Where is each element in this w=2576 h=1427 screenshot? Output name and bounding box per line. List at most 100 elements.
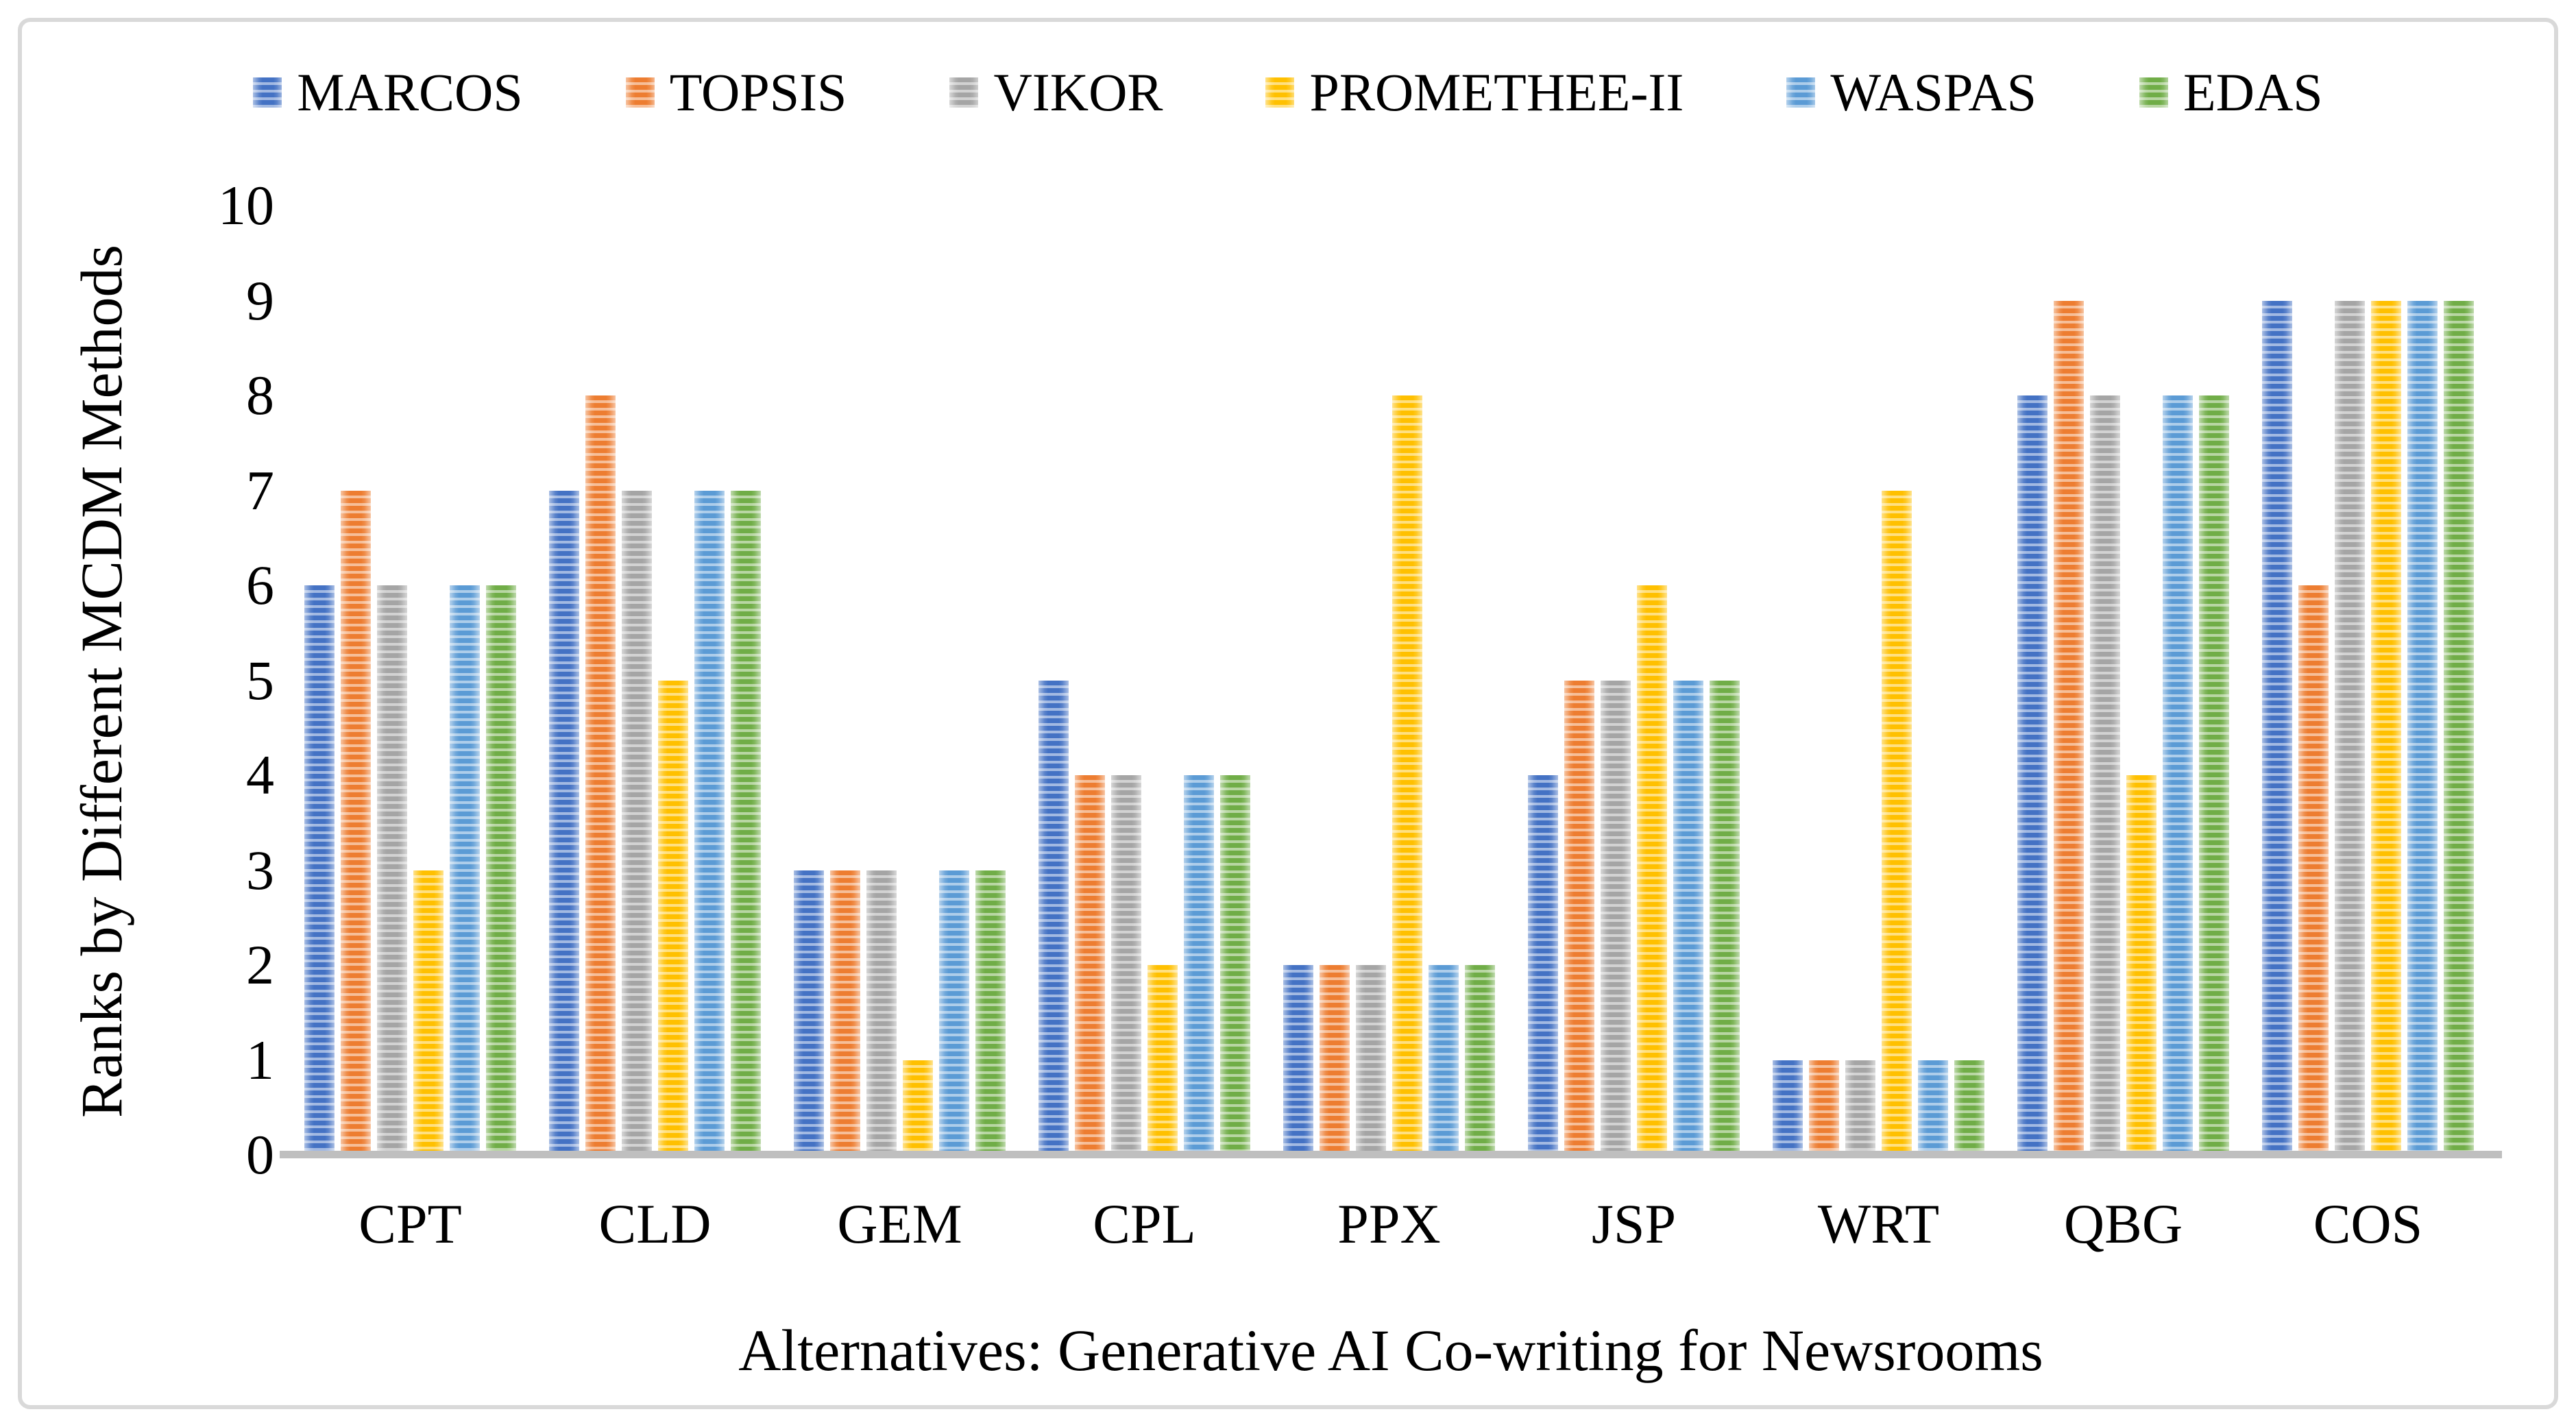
bar-marcos-cpl	[1038, 680, 1069, 1155]
bar-vikor-cld	[622, 490, 652, 1155]
category-label-cos: COS	[2313, 1193, 2423, 1255]
bar-group-cpl	[1022, 206, 1267, 1155]
bar-waspas-ppx	[1429, 965, 1459, 1155]
category-label-qbg: QBG	[2063, 1193, 2183, 1255]
bar-edas-wrt	[1954, 1060, 1984, 1155]
bar-marcos-jsp	[1528, 775, 1558, 1155]
bar-topsis-jsp	[1564, 680, 1594, 1155]
bar-edas-cos	[2444, 300, 2474, 1155]
chart-frame	[18, 18, 2558, 1409]
bar-edas-ppx	[1465, 965, 1495, 1155]
legend-item-topsis: TOPSIS	[625, 62, 847, 122]
bar-promethee-ii-jsp	[1637, 585, 1667, 1155]
legend-item-label: MARCOS	[297, 62, 523, 122]
legend-swatch-icon	[2139, 77, 2168, 108]
legend-swatch-icon	[1786, 77, 1816, 108]
bar-vikor-cpt	[377, 585, 407, 1155]
legend-item-edas: EDAS	[2139, 66, 2323, 119]
bar-marcos-cpt	[304, 585, 335, 1155]
bar-waspas-cld	[694, 490, 725, 1155]
bar-topsis-qbg	[2054, 300, 2084, 1155]
bar-edas-gem	[975, 870, 1006, 1155]
bar-edas-cpt	[486, 585, 516, 1155]
legend-item-marcos: MARCOS	[253, 62, 523, 122]
bar-promethee-ii-gem	[903, 1060, 933, 1155]
bar-edas-qbg	[2199, 395, 2229, 1155]
legend-item-label: VIKOR	[993, 62, 1163, 122]
bar-group-gem	[777, 206, 1022, 1155]
bar-topsis-cpl	[1075, 775, 1105, 1155]
bar-marcos-wrt	[1773, 1060, 1803, 1155]
bar-marcos-cld	[549, 490, 579, 1155]
category-label-cpl: CPL	[1093, 1193, 1196, 1255]
y-axis-tick-label: 3	[246, 838, 274, 901]
bar-edas-jsp	[1710, 680, 1740, 1155]
legend-swatch-icon	[253, 77, 282, 108]
y-axis-tick-label: 9	[246, 269, 274, 332]
x-axis-title: Alternatives: Generative AI Co-writing f…	[738, 1317, 2043, 1383]
bar-group-qbg	[2001, 206, 2246, 1155]
bar-marcos-cos	[2262, 300, 2292, 1155]
legend-swatch-icon	[949, 77, 979, 108]
bar-topsis-cld	[585, 395, 616, 1155]
y-axis-tick-label: 4	[246, 744, 274, 806]
y-axis-tick-label: 0	[246, 1123, 274, 1186]
legend-item-vikor: VIKOR	[949, 66, 1163, 119]
bar-group-jsp	[1511, 206, 1756, 1155]
x-axis-category-labels: CPT CLD GEM CPL PPX JSP WRT QBG COS	[288, 1196, 2494, 1252]
bar-vikor-wrt	[1845, 1060, 1875, 1155]
category-label-cpt: CPT	[359, 1193, 462, 1255]
y-axis-tick-label: 5	[246, 648, 274, 711]
bar-topsis-cpt	[341, 490, 371, 1155]
y-axis-tick-label: 1	[246, 1028, 274, 1091]
bar-marcos-ppx	[1283, 965, 1313, 1155]
bar-vikor-jsp	[1601, 680, 1631, 1155]
y-axis-tick-label: 8	[246, 364, 274, 426]
category-label-cld: CLD	[598, 1193, 712, 1255]
y-axis-tick-label: 10	[218, 174, 274, 236]
bar-vikor-ppx	[1356, 965, 1386, 1155]
bar-edas-cpl	[1220, 775, 1250, 1155]
bar-waspas-qbg	[2163, 395, 2193, 1155]
bar-topsis-cos	[2298, 585, 2329, 1155]
legend-item-waspas: WASPAS	[1786, 66, 2037, 119]
bar-promethee-ii-cos	[2371, 300, 2401, 1155]
bar-promethee-ii-ppx	[1392, 395, 1422, 1155]
bar-promethee-ii-cld	[658, 680, 688, 1155]
y-axis-tick-label: 6	[246, 554, 274, 616]
bar-vikor-cos	[2335, 300, 2365, 1155]
bar-waspas-cpl	[1184, 775, 1214, 1155]
bar-vikor-qbg	[2090, 395, 2120, 1155]
legend: MARCOS TOPSIS VIKOR PROMETHEE-II WASPAS EDAS	[0, 66, 2576, 119]
bar-waspas-cpt	[450, 585, 480, 1155]
category-label-jsp: JSP	[1591, 1193, 1677, 1255]
bar-group-ppx	[1267, 206, 1511, 1155]
bar-topsis-gem	[830, 870, 860, 1155]
bar-edas-cld	[731, 490, 761, 1155]
legend-swatch-icon	[1265, 77, 1295, 108]
x-axis-line	[280, 1151, 2502, 1158]
bar-waspas-wrt	[1918, 1060, 1948, 1155]
y-axis-tick-label: 2	[246, 934, 274, 996]
legend-item-promethee-ii: PROMETHEE-II	[1265, 66, 1684, 119]
bar-vikor-gem	[866, 870, 897, 1155]
y-axis-ticks: 0 1 2 3 4 5 6 7 8 9 10	[110, 178, 274, 1183]
category-label-ppx: PPX	[1337, 1193, 1441, 1255]
category-label-gem: GEM	[837, 1193, 962, 1255]
category-label-wrt: WRT	[1817, 1193, 1940, 1255]
bar-group-cpt	[288, 206, 533, 1155]
bar-promethee-ii-cpt	[413, 870, 443, 1155]
legend-item-label: EDAS	[2183, 62, 2323, 122]
bar-group-wrt	[1756, 206, 2001, 1155]
legend-item-label: TOPSIS	[669, 62, 847, 122]
bar-topsis-wrt	[1809, 1060, 1839, 1155]
y-axis-tick-label: 7	[246, 459, 274, 522]
legend-item-label: WASPAS	[1830, 62, 2037, 122]
bar-group-cld	[533, 206, 777, 1155]
bar-marcos-qbg	[2017, 395, 2048, 1155]
bar-waspas-gem	[939, 870, 969, 1155]
bar-vikor-cpl	[1111, 775, 1141, 1155]
legend-item-label: PROMETHEE-II	[1309, 62, 1684, 122]
bar-group-cos	[2246, 206, 2490, 1155]
